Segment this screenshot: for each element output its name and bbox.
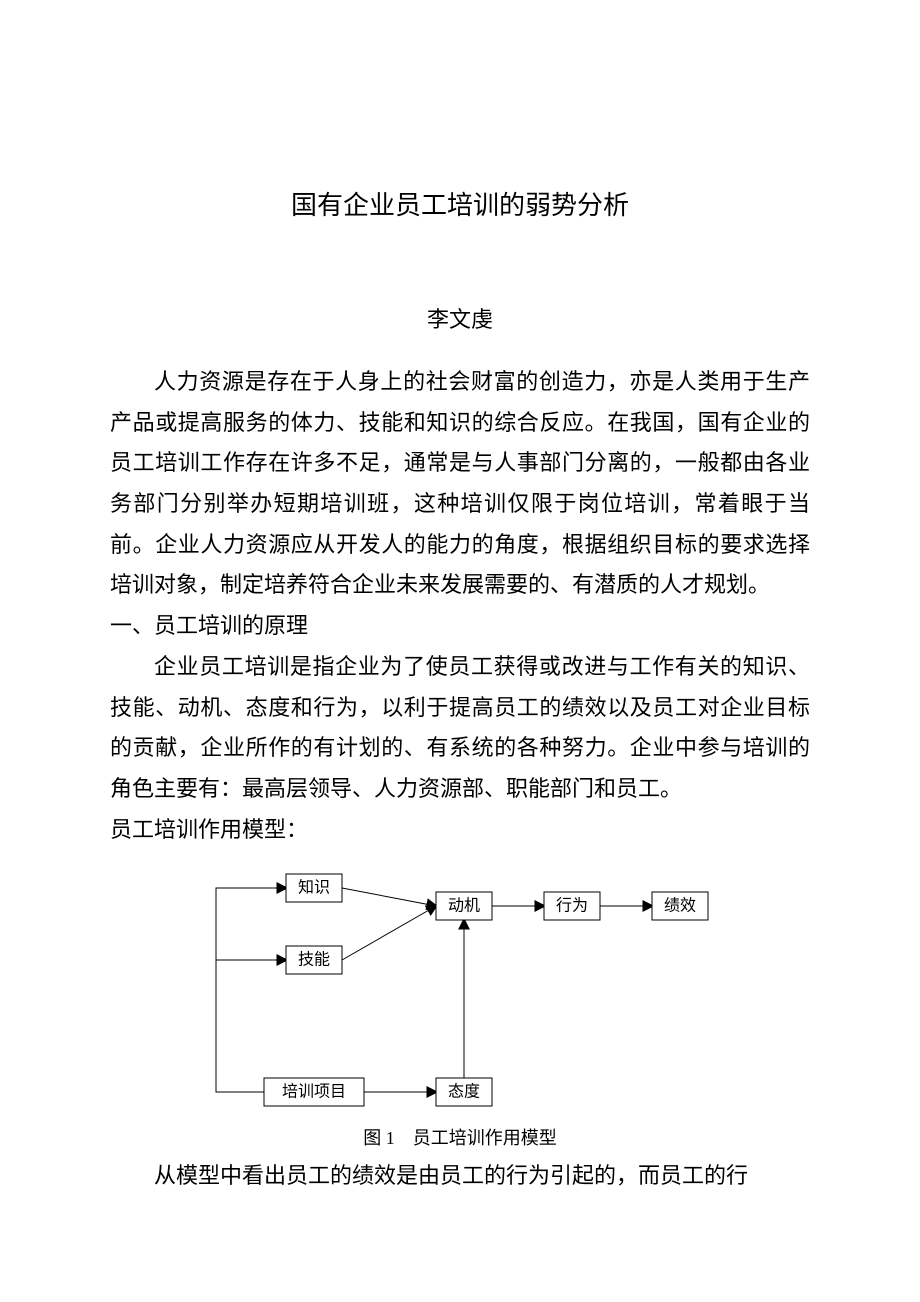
document-author: 李文虔 <box>110 302 810 334</box>
section-1-heading: 一、员工培训的原理 <box>110 606 810 647</box>
node-knowledge: 知识 <box>286 874 342 902</box>
node-motive: 动机 <box>436 892 492 920</box>
closing-paragraph: 从模型中看出员工的绩效是由员工的行为引起的，而员工的行 <box>110 1156 810 1197</box>
node-performance: 绩效 <box>652 892 708 920</box>
svg-text:绩效: 绩效 <box>664 897 696 915</box>
document-title: 国有企业员工培训的弱势分析 <box>110 185 810 222</box>
diagram-container: 知识技能 动机 行为 绩效培训项目 态度 <box>110 864 810 1116</box>
svg-text:技能: 技能 <box>298 951 330 969</box>
svg-text:培训项目: 培训项目 <box>282 1083 346 1101</box>
svg-text:行为: 行为 <box>556 897 588 915</box>
section-1-paragraph: 企业员工培训是指企业为了使员工获得或改进与工作有关的知识、技能、动机、态度和行为… <box>110 647 810 810</box>
node-behavior: 行为 <box>544 892 600 920</box>
figure-1-caption: 图 1 员工培训作用模型 <box>110 1124 810 1150</box>
node-skill: 技能 <box>286 946 342 974</box>
svg-text:知识: 知识 <box>298 879 330 897</box>
model-label: 员工培训作用模型： <box>110 810 810 851</box>
node-training: 培训项目 <box>264 1078 364 1106</box>
svg-text:态度: 态度 <box>448 1083 480 1101</box>
node-attitude: 态度 <box>436 1078 492 1106</box>
training-model-diagram: 知识技能 动机 行为 绩效培训项目 态度 <box>168 864 738 1116</box>
svg-text:动机: 动机 <box>448 897 480 915</box>
intro-paragraph: 人力资源是存在于人身上的社会财富的创造力，亦是人类用于生产产品或提高服务的体力、… <box>110 362 810 606</box>
